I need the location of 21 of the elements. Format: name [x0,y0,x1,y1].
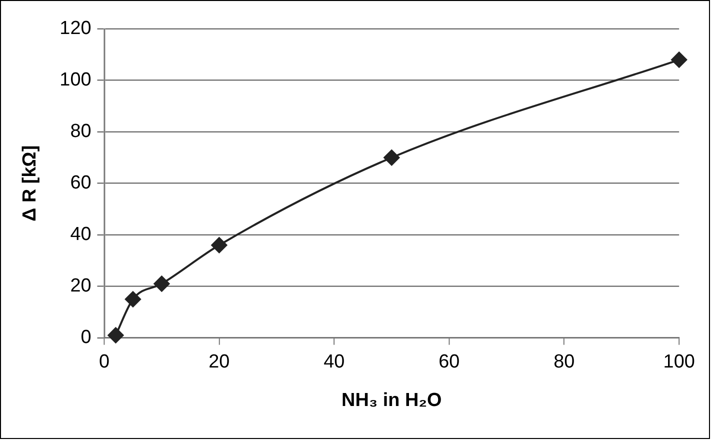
x-tick-label: 100 [663,351,695,372]
point [671,52,688,68]
x-axis-title: NH₃ in H₂O [342,390,442,411]
y-tick-label: 120 [60,18,92,40]
x-tick-label: 60 [438,351,460,372]
y-tick-label: 0 [80,327,92,348]
y-tick-label: 60 [70,172,92,194]
y-tick-label: 40 [70,224,92,246]
point [211,237,228,254]
x-tick-label: 80 [554,351,575,372]
point [154,276,170,292]
point [108,327,124,344]
x-tick-label: 40 [324,351,345,372]
y-axis-title: Δ R [kΩ] [20,145,41,222]
point [384,150,400,166]
y-tick-label: 100 [60,70,92,91]
point [124,291,141,308]
y-tick-label: 20 [70,276,92,297]
x-tick-label: 20 [208,351,230,372]
y-tick-label: 80 [70,121,92,142]
x-tick-label: 0 [98,351,110,372]
